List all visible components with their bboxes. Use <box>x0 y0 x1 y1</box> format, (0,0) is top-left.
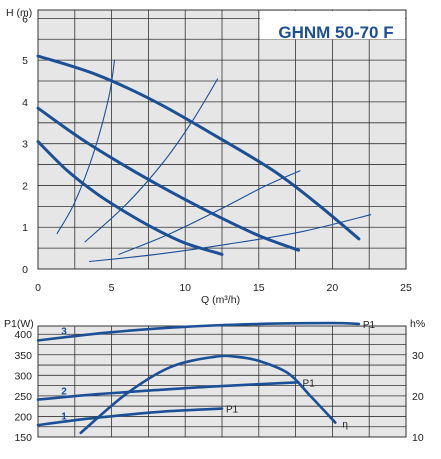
top-x-tick-label: 15 <box>253 282 265 294</box>
top-plot-frame <box>37 9 407 270</box>
top-x-tick-label: 5 <box>109 282 115 294</box>
top-y-tick-label: 6 <box>22 13 28 25</box>
curve-speed-number: 2 <box>61 386 67 397</box>
chart-title: GHNM 50-70 F <box>278 23 393 42</box>
power-curve-label: P1 <box>363 320 376 331</box>
power-curve-label: P1 <box>226 405 239 416</box>
bottom-left-tick-label: 400 <box>14 329 32 341</box>
pump-curve-line <box>36 54 361 241</box>
power-curve-label: P1 <box>303 378 316 389</box>
bottom-left-axis-label: P1(W) <box>4 318 34 330</box>
system-curve-line <box>88 214 372 263</box>
bottom-right-tick-label: 30 <box>412 350 424 362</box>
efficiency-curve-label: η <box>342 420 348 431</box>
bottom-left-tick-label: 250 <box>14 391 32 403</box>
efficiency-curve-line <box>79 354 337 435</box>
pump-curve-line <box>36 140 224 256</box>
curve-speed-number: 3 <box>61 326 67 337</box>
top-x-axis-label: Q (m³/h) <box>201 294 240 306</box>
bottom-right-tick-label: 10 <box>412 432 424 444</box>
top-y-axis-label: H (m) <box>6 7 32 19</box>
system-curve-line <box>84 78 219 243</box>
bottom-left-tick-label: 150 <box>14 432 32 444</box>
top-y-tick-label: 0 <box>22 264 28 276</box>
system-curve-line <box>118 170 301 255</box>
bottom-right-tick-label: 20 <box>412 391 424 403</box>
top-x-tick-label: 25 <box>400 282 412 294</box>
top-y-tick-label: 3 <box>22 139 28 151</box>
pump-curve-line <box>36 106 300 252</box>
bottom-left-tick-label: 300 <box>14 370 32 382</box>
top-x-tick-label: 20 <box>327 282 339 294</box>
top-y-tick-label: 5 <box>22 55 28 67</box>
curve-speed-number: 1 <box>61 412 67 423</box>
top-y-tick-label: 4 <box>22 97 28 109</box>
top-x-tick-label: 0 <box>35 282 41 294</box>
title-box <box>260 11 405 40</box>
bottom-right-axis-label: h% <box>410 318 425 330</box>
bottom-left-tick-label: 200 <box>14 411 32 423</box>
system-curve-line <box>56 59 116 235</box>
top-x-tick-label: 10 <box>179 282 191 294</box>
top-y-tick-label: 2 <box>22 180 28 192</box>
bottom-left-tick-label: 350 <box>14 350 32 362</box>
power-curve-line <box>36 321 361 342</box>
top-y-tick-label: 1 <box>22 222 28 234</box>
power-curve-line <box>36 381 300 401</box>
power-curve-line <box>36 407 224 427</box>
